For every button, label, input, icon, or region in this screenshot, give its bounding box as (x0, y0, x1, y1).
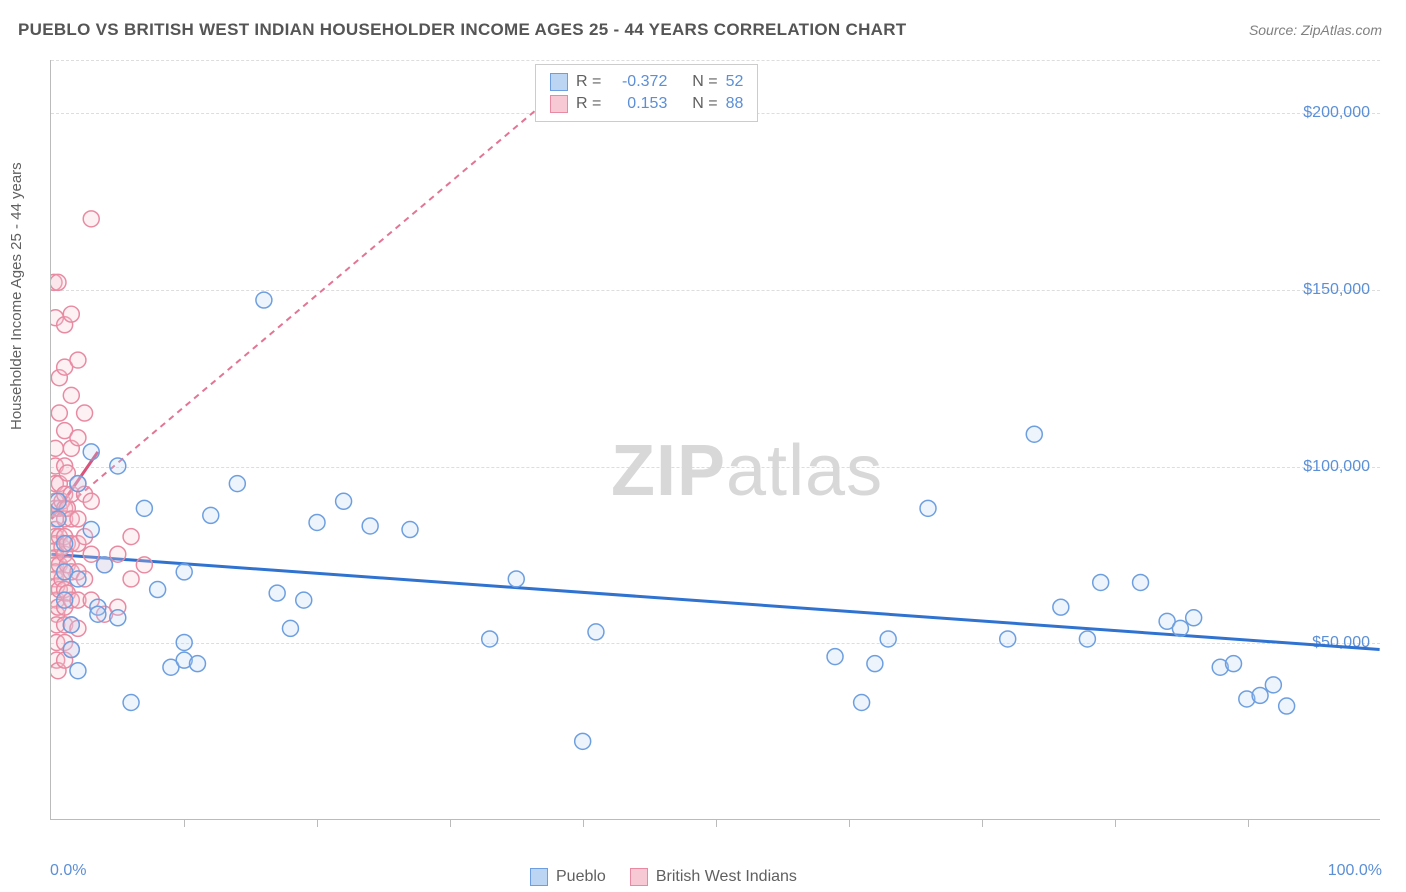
y-axis-label: Householder Income Ages 25 - 44 years (8, 162, 25, 430)
source-link[interactable]: ZipAtlas.com (1301, 22, 1382, 38)
x-tick (1248, 819, 1249, 827)
swatch-bwi-bottom (630, 868, 648, 886)
correlation-row-bwi: R = 0.153 N = 88 (550, 93, 743, 115)
swatch-pueblo (550, 73, 568, 91)
chart-container: PUEBLO VS BRITISH WEST INDIAN HOUSEHOLDE… (0, 0, 1406, 892)
x-tick (849, 819, 850, 827)
correlation-legend: R = -0.372 N = 52 R = 0.153 N = 88 (535, 64, 758, 122)
legend-item-pueblo: Pueblo (530, 868, 606, 886)
x-tick (317, 819, 318, 827)
x-tick (583, 819, 584, 827)
source-attribution: Source: ZipAtlas.com (1249, 22, 1382, 38)
n-value-pueblo: 52 (726, 73, 744, 91)
legend-label-bwi: British West Indians (656, 868, 797, 886)
r-label: R = (576, 73, 601, 91)
correlation-row-pueblo: R = -0.372 N = 52 (550, 71, 743, 93)
swatch-pueblo-bottom (530, 868, 548, 886)
x-tick (184, 819, 185, 827)
x-tick (982, 819, 983, 827)
n-label: N = (692, 73, 717, 91)
legend-item-bwi: British West Indians (630, 868, 797, 886)
x-axis-start: 0.0% (50, 862, 86, 880)
x-tick (1115, 819, 1116, 827)
n-label: N = (692, 95, 717, 113)
n-value-bwi: 88 (726, 95, 744, 113)
plot-area: ZIPatlas $50,000$100,000$150,000$200,000 (50, 60, 1380, 820)
series-legend: Pueblo British West Indians (530, 868, 797, 886)
r-value-pueblo: -0.372 (609, 73, 667, 91)
x-tick (716, 819, 717, 827)
source-prefix: Source: (1249, 22, 1301, 38)
chart-title: PUEBLO VS BRITISH WEST INDIAN HOUSEHOLDE… (18, 20, 907, 40)
swatch-bwi (550, 95, 568, 113)
x-axis-end: 100.0% (1328, 862, 1382, 880)
r-value-bwi: 0.153 (609, 95, 667, 113)
x-tick (450, 819, 451, 827)
plot-svg (51, 60, 1380, 819)
r-label: R = (576, 95, 601, 113)
legend-label-pueblo: Pueblo (556, 868, 606, 886)
